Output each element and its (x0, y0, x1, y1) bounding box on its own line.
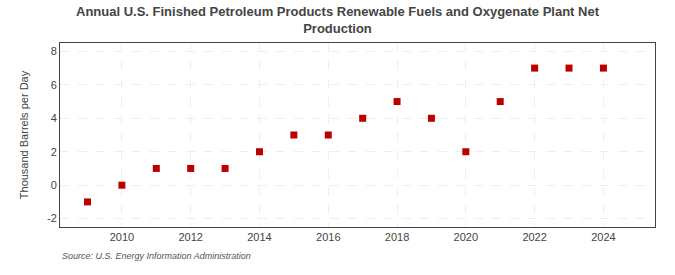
svg-text:2022: 2022 (522, 231, 546, 243)
svg-text:2024: 2024 (591, 231, 615, 243)
svg-text:2016: 2016 (316, 231, 340, 243)
svg-text:4: 4 (51, 112, 57, 124)
svg-text:6: 6 (51, 79, 57, 91)
svg-text:2014: 2014 (247, 231, 271, 243)
svg-text:0: 0 (51, 179, 57, 191)
svg-text:Thousand Barrels per Day: Thousand Barrels per Day (18, 70, 30, 199)
svg-text:2: 2 (51, 146, 57, 158)
svg-text:8: 8 (51, 45, 57, 57)
svg-text:2018: 2018 (385, 231, 409, 243)
svg-text:2020: 2020 (454, 231, 478, 243)
svg-text:2010: 2010 (110, 231, 134, 243)
svg-text:2012: 2012 (178, 231, 202, 243)
svg-text:Source: U.S. Energy Informatio: Source: U.S. Energy Information Administ… (62, 251, 251, 261)
svg-text:-2: -2 (47, 212, 57, 224)
svg-text:Annual U.S. Finished Petroleum: Annual U.S. Finished Petroleum Products … (76, 4, 600, 36)
